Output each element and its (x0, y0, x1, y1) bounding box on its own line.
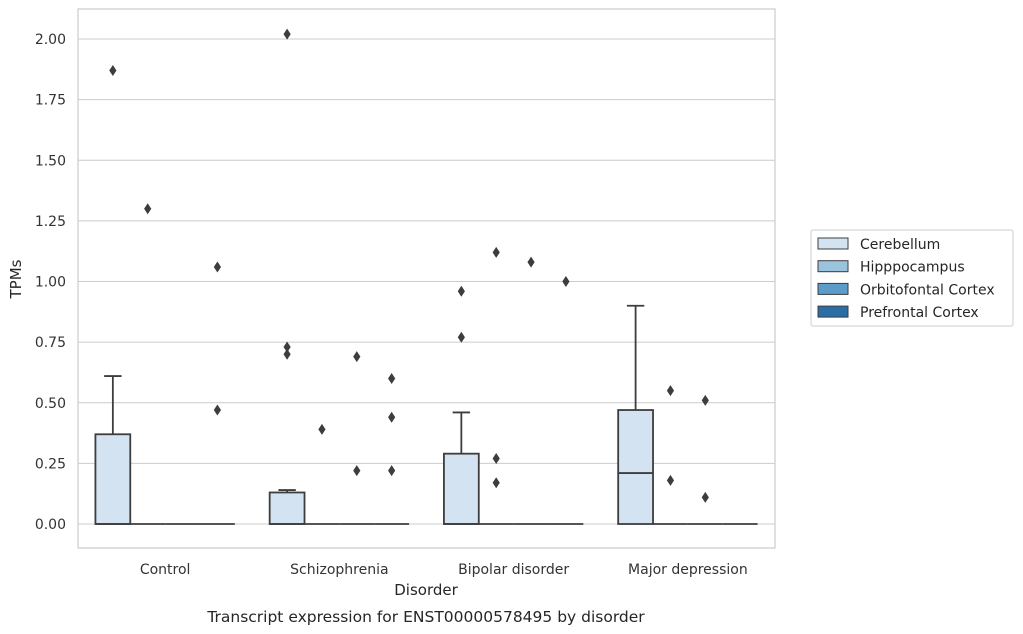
box-body (617, 409, 654, 525)
x-tick-label: Control (140, 562, 191, 578)
outlier-point (144, 203, 152, 215)
box-cerebellum (268, 489, 306, 525)
outlier-point (666, 385, 675, 397)
outlier-point (562, 276, 570, 287)
outlier-point (109, 65, 117, 77)
legend: Cerebellum Hipppocampus Orbitofontal Corte… (810, 229, 1014, 327)
box-cerebellum (443, 411, 480, 525)
y-tick-label: 0.25 (35, 456, 66, 472)
box-body (268, 491, 306, 525)
y-tick-labels: 0.00 0.25 0.50 0.75 1.00 1.25 1.50 1.75 2.00 (35, 32, 66, 533)
outlier-point (492, 246, 500, 258)
y-tick-label: 2.00 (35, 32, 66, 48)
outlier-point (213, 261, 221, 273)
outlier-point (666, 474, 675, 486)
x-tick-label: Bipolar disorder (458, 562, 569, 578)
outlier-point (318, 423, 326, 435)
outlier-point (353, 351, 361, 363)
legend-swatch (817, 260, 849, 273)
outlier-point (457, 285, 465, 297)
chart-caption: Transcript expression for ENST0000057849… (206, 608, 645, 626)
y-tick-label: 0.75 (35, 335, 66, 351)
outlier-point (701, 394, 709, 406)
box-cerebellum (617, 304, 654, 525)
boxes (94, 304, 758, 525)
box-cerebellum (94, 375, 132, 525)
outlier-point (701, 491, 709, 503)
outlier-points (109, 28, 709, 503)
legend-swatch (817, 237, 849, 250)
plot-frame (77, 8, 776, 549)
legend-items: Cerebellum Hipppocampus Orbitofontal Corte… (817, 237, 995, 321)
outlier-point (457, 331, 465, 343)
outlier-point (492, 477, 500, 489)
outlier-point (213, 404, 221, 416)
legend-label: Hipppocampus (860, 260, 965, 276)
box-body (94, 433, 132, 525)
legend-label: Prefrontal Cortex (860, 305, 979, 321)
legend-swatch (817, 305, 849, 318)
y-tick-label: 1.75 (35, 93, 66, 109)
legend-label: Orbitofontal Cortex (860, 282, 995, 298)
x-tick-label: Major depression (628, 562, 748, 578)
grid-lines (78, 38, 775, 525)
box-body (443, 452, 480, 525)
outlier-point (492, 453, 500, 465)
legend-label: Cerebellum (860, 237, 940, 253)
outlier-point (388, 411, 396, 423)
y-tick-label: 0.00 (35, 517, 66, 533)
y-tick-label: 1.50 (35, 153, 66, 169)
y-tick-label: 1.25 (35, 214, 66, 230)
x-axis-title: Disorder (394, 581, 458, 599)
outlier-point (388, 373, 396, 384)
legend-swatch (817, 282, 849, 295)
outlier-point (283, 348, 291, 360)
outlier-point (283, 28, 291, 40)
outlier-point (353, 465, 361, 477)
outlier-point (527, 256, 535, 268)
x-tick-labels: Control Schizophrenia Bipolar disorder Majo… (140, 562, 748, 578)
y-axis-title: TPMs (7, 259, 25, 299)
legend-frame (810, 229, 1014, 327)
outlier-point (388, 465, 396, 477)
outlier-point (283, 341, 291, 353)
y-tick-label: 1.00 (35, 275, 66, 291)
x-tick-label: Schizophrenia (290, 562, 388, 578)
y-tick-label: 0.50 (35, 396, 66, 412)
